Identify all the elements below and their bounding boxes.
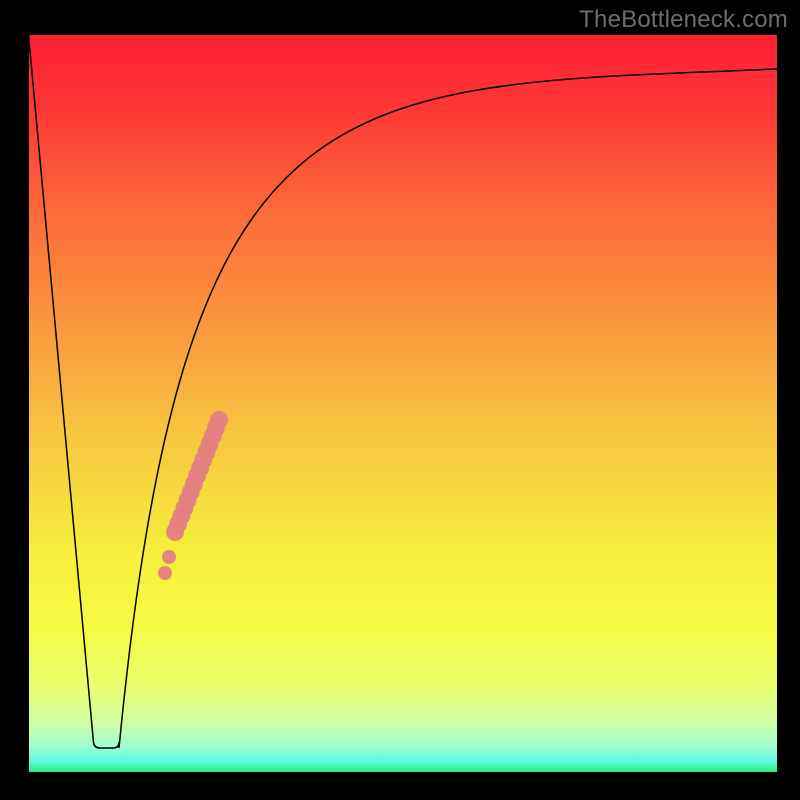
watermark-text: TheBottleneck.com [579, 6, 788, 34]
data-point [210, 411, 228, 429]
data-point [158, 566, 172, 580]
bottleneck-chart [0, 0, 800, 800]
data-point [162, 550, 176, 564]
chart-background [29, 35, 777, 772]
